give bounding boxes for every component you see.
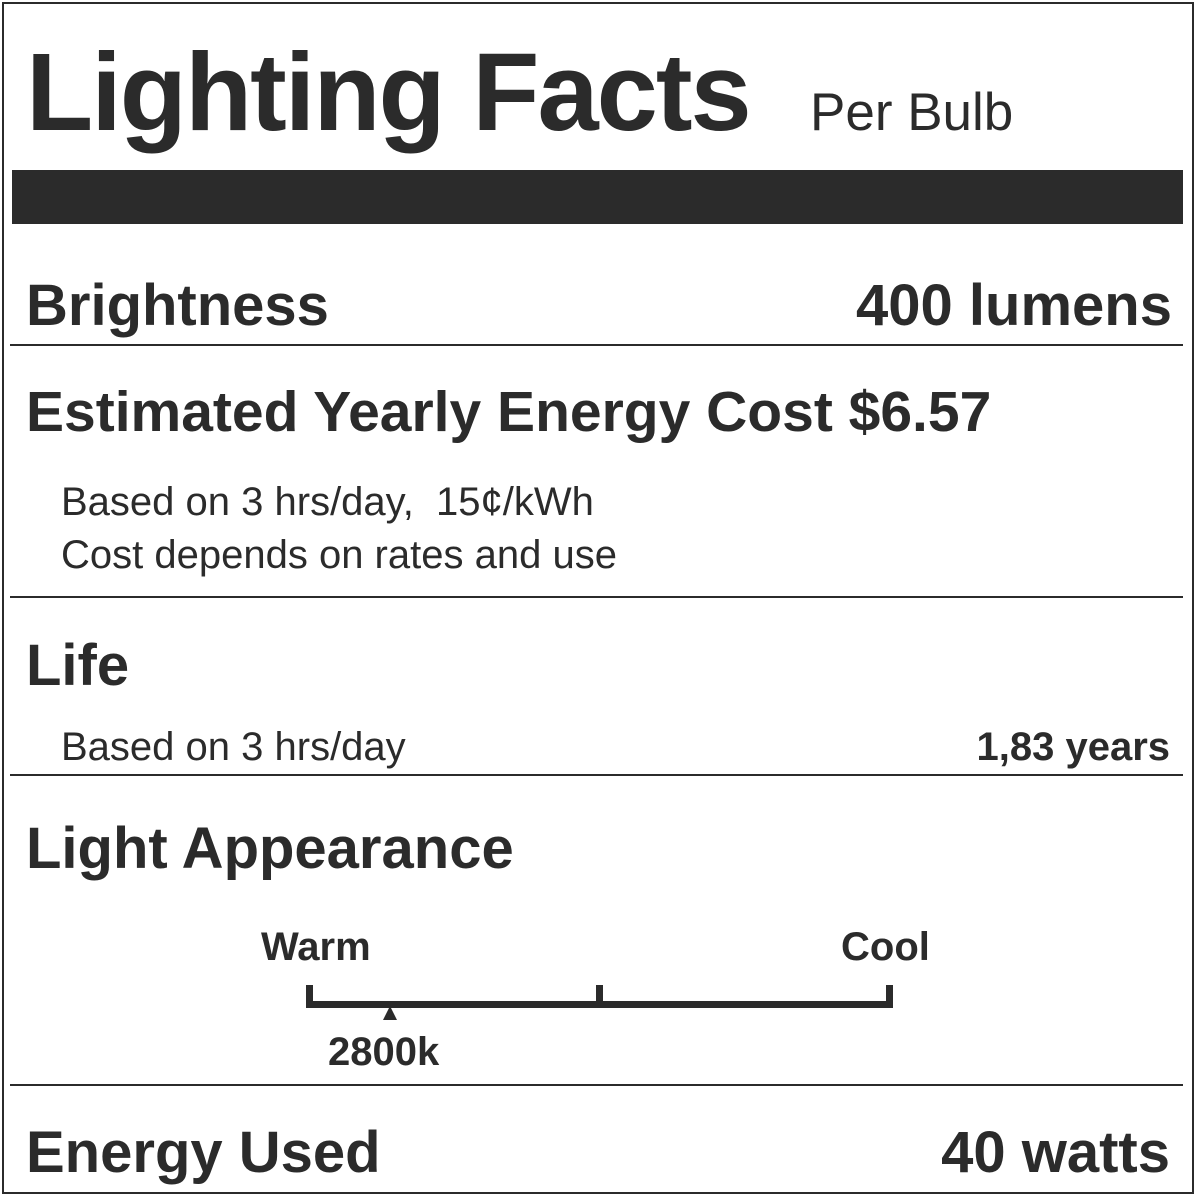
cost-note-depends: Cost depends on rates and use <box>61 533 617 577</box>
color-temperature-marker-icon <box>383 1006 398 1020</box>
energy-label: Energy Used <box>26 1120 381 1185</box>
color-temperature-value: 2800k <box>328 1030 440 1074</box>
warm-label: Warm <box>261 925 371 969</box>
divider <box>10 1084 1183 1086</box>
title-bar <box>12 170 1183 224</box>
life-label: Life <box>26 633 130 698</box>
life-value: 1,83 years <box>976 725 1170 769</box>
label-title: Lighting Facts <box>26 31 752 154</box>
brightness-value: 400 lumens <box>856 273 1172 338</box>
scale-tick-middle <box>596 985 603 1008</box>
divider <box>10 774 1183 776</box>
divider <box>10 596 1183 598</box>
label-subtitle: Per Bulb <box>810 83 1014 142</box>
life-note: Based on 3 hrs/day <box>61 725 406 769</box>
divider <box>10 344 1183 346</box>
cost-note-rate: Based on 3 hrs/day, 15¢/kWh <box>61 480 594 524</box>
scale-tick-cool <box>886 985 893 1008</box>
energy-value: 40 watts <box>941 1120 1170 1185</box>
appearance-label: Light Appearance <box>26 816 514 881</box>
brightness-label: Brightness <box>26 273 329 338</box>
cost-label: Estimated Yearly Energy Cost $6.57 <box>26 380 992 444</box>
cool-label: Cool <box>841 925 930 969</box>
scale-tick-warm <box>306 985 313 1008</box>
